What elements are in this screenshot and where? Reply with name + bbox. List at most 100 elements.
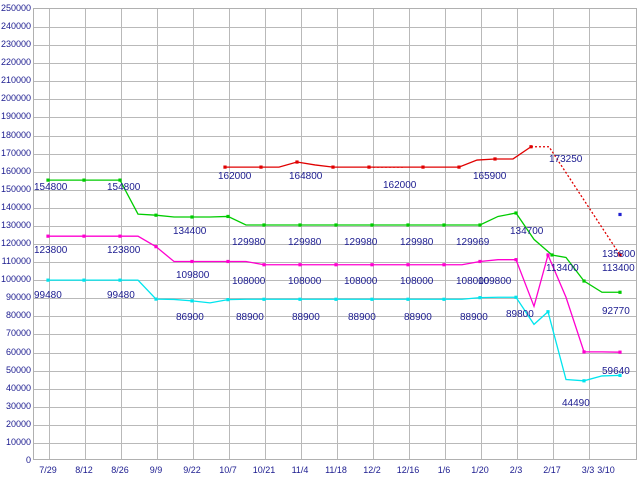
data-point-marker	[334, 263, 338, 267]
y-axis-tick-label: 250000	[0, 3, 31, 13]
gridline-horizontal	[34, 154, 636, 155]
data-value-label: 134400	[173, 226, 207, 237]
gridline-horizontal	[34, 117, 636, 118]
y-axis-tick-label: 20000	[5, 418, 31, 429]
data-point-marker	[370, 297, 374, 301]
x-axis-tick-label: 1/20	[471, 465, 489, 475]
data-value-label: 44490	[562, 398, 590, 409]
gridline-vertical	[49, 9, 50, 459]
data-value-label: 108000	[456, 276, 490, 287]
data-point-marker	[442, 263, 446, 267]
data-point-marker	[514, 211, 518, 215]
data-point-marker	[154, 213, 158, 217]
data-value-label: 86900	[176, 312, 204, 323]
gridline-horizontal	[34, 208, 636, 209]
data-point-marker	[334, 297, 338, 301]
data-value-label: 129980	[400, 237, 434, 248]
data-value-label: 108000	[288, 276, 322, 287]
gridline-horizontal	[34, 63, 636, 64]
data-point-marker	[514, 258, 518, 262]
y-axis-tick-label: 150000	[0, 183, 31, 194]
gridline-vertical	[301, 9, 302, 459]
data-point-marker	[46, 234, 50, 238]
data-value-label: 134700	[510, 226, 544, 237]
gridline-horizontal	[34, 371, 636, 372]
y-axis-tick-label: 170000	[0, 147, 31, 158]
data-point-marker	[406, 263, 410, 267]
y-axis-tick-label: 210000	[0, 75, 31, 86]
data-point-marker	[457, 165, 461, 169]
data-point-marker	[618, 212, 622, 217]
data-value-label: 162000	[383, 180, 417, 191]
gridline-vertical	[121, 9, 122, 459]
data-point-marker	[442, 223, 446, 227]
y-axis-tick-label: 80000	[5, 310, 31, 321]
x-axis-tick-label: 7/29	[39, 465, 57, 475]
gridline-horizontal	[34, 316, 636, 317]
x-axis-tick-label: 10/7	[219, 465, 237, 475]
x-axis-tick-label: 8/12	[75, 465, 93, 475]
data-value-label: 88900	[460, 312, 488, 323]
data-point-marker	[478, 259, 482, 264]
x-axis-tick-label: 8/26	[111, 465, 129, 475]
y-axis-tick-label: 230000	[0, 39, 31, 50]
gridline-horizontal	[34, 443, 636, 444]
data-value-label: 129980	[232, 237, 266, 248]
y-axis-tick-label: 130000	[0, 219, 31, 230]
data-value-label: 88900	[348, 312, 376, 323]
data-point-marker	[46, 278, 50, 282]
x-axis-tick-label: 3/3	[581, 465, 595, 475]
x-axis-tick-label: 1/6	[437, 465, 451, 475]
data-value-label: 164800	[289, 171, 323, 182]
data-value-label: 129969	[456, 237, 490, 248]
y-axis-tick-label: 240000	[0, 21, 31, 32]
data-point-marker	[514, 295, 518, 299]
data-point-marker	[226, 214, 230, 219]
data-point-marker	[618, 253, 622, 257]
data-point-marker	[478, 223, 482, 227]
y-axis-tick-label: 40000	[5, 382, 31, 393]
y-axis-tick-label: 190000	[0, 111, 31, 122]
data-point-marker	[190, 215, 194, 219]
data-point-marker	[82, 234, 86, 238]
y-axis-tick-label: 110000	[1, 256, 31, 267]
data-value-label: 154800	[107, 182, 141, 193]
data-point-marker	[421, 165, 425, 169]
y-axis-tick-label: 0	[25, 455, 31, 465]
y-axis-tick-label: 180000	[0, 129, 31, 140]
data-value-label: 162000	[218, 171, 252, 182]
data-value-label: 88900	[292, 312, 320, 323]
gridline-horizontal	[34, 407, 636, 408]
y-axis-tick-label: 140000	[0, 201, 31, 212]
data-point-marker	[370, 223, 374, 227]
data-value-label: 113400	[546, 263, 579, 274]
gridline-vertical	[517, 9, 518, 459]
data-point-marker	[295, 160, 299, 164]
data-value-label: 109800	[176, 270, 210, 281]
data-point-marker	[118, 234, 122, 238]
y-axis-tick-label: 60000	[5, 346, 31, 357]
data-value-label: 123800	[107, 245, 141, 256]
gridline-vertical	[157, 9, 158, 459]
gridline-vertical	[265, 9, 266, 459]
data-point-marker	[406, 297, 410, 301]
data-point-marker	[529, 145, 533, 149]
data-value-label: 154800	[34, 182, 68, 193]
data-value-label: 123800	[34, 245, 68, 256]
data-point-marker	[226, 298, 230, 302]
x-axis-tick-label: 12/16	[396, 465, 420, 475]
data-point-marker	[370, 263, 374, 267]
data-point-marker	[493, 157, 497, 161]
data-point-marker	[154, 297, 158, 301]
data-value-label: 108000	[344, 276, 378, 287]
data-value-label: 108000	[232, 276, 266, 287]
data-point-marker	[223, 165, 227, 169]
data-point-marker	[406, 223, 410, 227]
data-value-label: 113400	[602, 263, 635, 274]
y-axis-labels: 0 10000 20000 30000 40000 50000 60000 70000 8000…	[0, 0, 33, 480]
gridline-vertical	[589, 9, 590, 459]
x-axis-tick-label: 9/9	[149, 465, 163, 475]
data-point-marker	[46, 178, 50, 182]
